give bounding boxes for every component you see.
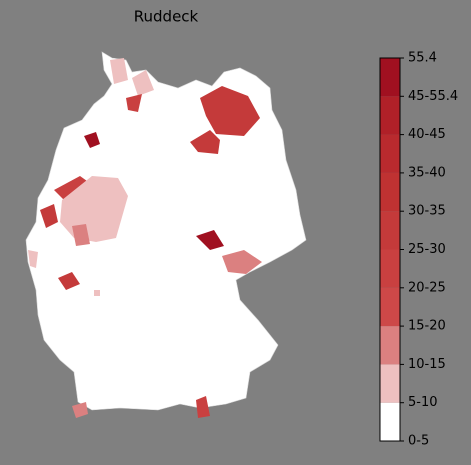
region	[58, 272, 80, 290]
region	[72, 224, 90, 246]
colorbar-tick-label: 40-45	[408, 127, 446, 142]
region	[28, 250, 38, 268]
highlighted-regions	[28, 58, 262, 418]
colorbar-segment	[380, 326, 400, 365]
region	[94, 290, 100, 296]
colorbar: 0-5 5-10 10-15 15-20 20-25 25-30 30-35 35-40 40-…	[379, 51, 458, 449]
colorbar-segment	[380, 402, 400, 441]
region	[222, 250, 262, 274]
region	[84, 132, 100, 148]
region	[132, 70, 154, 96]
colorbar-tick-label: 45-55.4	[408, 89, 458, 104]
colorbar-segment	[380, 134, 400, 173]
colorbar-tick-label: 35-40	[408, 165, 446, 180]
region	[110, 58, 128, 84]
colorbar-tick-label: 30-35	[408, 204, 446, 219]
region	[126, 94, 142, 112]
region	[196, 230, 224, 250]
colorbar-tick-label: 20-25	[408, 280, 446, 295]
region	[190, 130, 220, 154]
colorbar-tick-label: 25-30	[408, 242, 446, 257]
colorbar-segment	[380, 58, 400, 97]
colorbar-tick-label: 0-5	[408, 434, 429, 449]
region	[72, 402, 88, 418]
colorbar-tick-label: 10-15	[408, 357, 446, 372]
region	[196, 396, 210, 418]
colorbar-tick-label: 5-10	[408, 395, 438, 410]
colorbar-segment	[380, 96, 400, 135]
colorbar-segment	[380, 287, 400, 327]
region	[200, 86, 260, 136]
colorbar-segment	[380, 364, 400, 403]
colorbar-segment	[380, 172, 400, 212]
colorbar-segment	[380, 249, 400, 288]
region	[40, 204, 58, 228]
colorbar-tick-label: 15-20	[408, 319, 446, 334]
colorbar-segment	[380, 211, 400, 250]
map-title: Ruddeck	[134, 8, 199, 26]
colorbar-tick-label: 55.4	[408, 51, 437, 66]
